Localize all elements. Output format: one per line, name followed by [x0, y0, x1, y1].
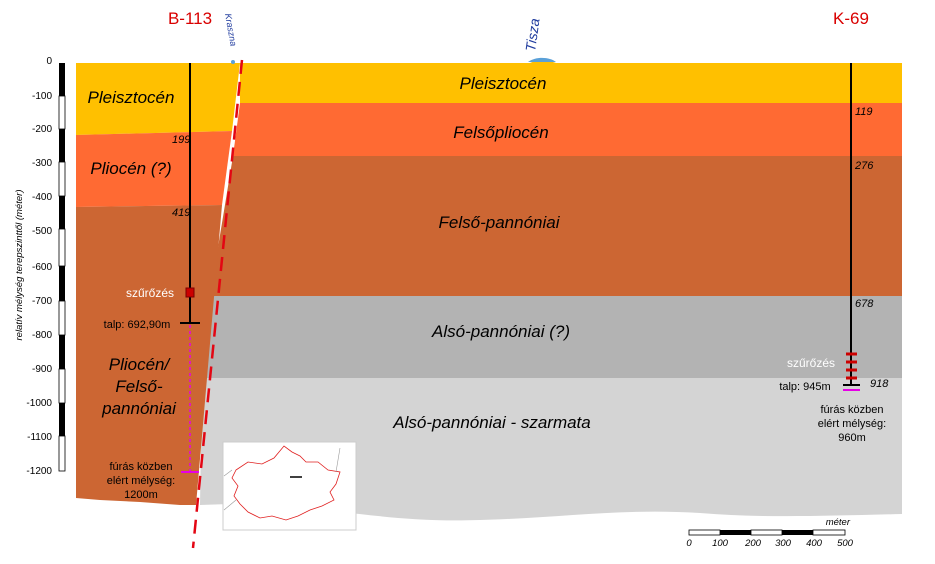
scale-bar: [688, 529, 846, 536]
y-axis-ticks: 0 -100 -200 -300 -400 -500 -600 -700 -80…: [26, 56, 52, 477]
borehole-right-reached-1: fúrás közben: [821, 404, 884, 416]
y-tick: -600: [32, 262, 52, 273]
y-tick: -1100: [27, 432, 52, 443]
borehole-left-bottom-label: talp: 692,90m: [104, 319, 171, 331]
depth-label: 419: [172, 207, 190, 219]
layer-left-pleisztocen: [76, 63, 240, 135]
inset-map-border: [223, 447, 341, 511]
y-tick: -300: [32, 158, 52, 169]
depth-label: 199: [172, 134, 190, 146]
borehole-right-reached-2: elért mélység:: [818, 418, 886, 430]
borehole-right-screen-label: szűrőzés: [787, 356, 835, 370]
scale-bar-ticks: 0 100 200 300 400 500: [686, 538, 853, 549]
layer-left-pliocen: [76, 131, 232, 207]
layer-label-also-pannoniai-szarmata: Alsó-pannóniai - szarmata: [392, 413, 590, 432]
layer-also-pannoniai-szarmata: [200, 378, 902, 521]
scale-bar-unit: méter: [826, 517, 851, 528]
y-tick: -700: [32, 296, 52, 307]
y-tick: -100: [32, 91, 52, 102]
inset-map-outline: [231, 445, 341, 521]
layer-label-felsopliocen: Felsőpliocén: [453, 123, 548, 142]
left-label-pleisztocen: Pleisztocén: [88, 88, 175, 107]
river-label-kraszna: Kraszna: [223, 13, 239, 47]
borehole-left-screen-label: szűrőzés: [126, 286, 174, 300]
layer-felso-pannoniai: [210, 156, 902, 296]
tisza-river-icon: [528, 57, 556, 62]
y-tick: -1200: [26, 466, 52, 477]
depth-label: 678: [855, 298, 874, 310]
borehole-left-name: B-113: [168, 9, 212, 28]
borehole-right-screen: [846, 352, 857, 380]
layer-also-pannoniai: [202, 296, 902, 378]
layer-label-felso-pannoniai: Felső-pannóniai: [439, 213, 561, 232]
layer-label-pleisztocen: Pleisztocén: [460, 74, 547, 93]
y-tick: -900: [32, 364, 52, 375]
depth-label: 918: [870, 378, 889, 390]
scale-tick: 200: [744, 538, 762, 549]
scale-tick: 100: [712, 538, 729, 549]
scale-tick: 500: [837, 538, 854, 549]
inset-location-map: [222, 441, 357, 531]
borehole-left-reached-3: 1200m: [124, 489, 158, 501]
kraszna-river-icon: [231, 60, 235, 64]
layer-felsopliocen: [233, 103, 902, 156]
y-tick: 0: [46, 56, 52, 67]
layer-left-pliocen-felso: [76, 205, 222, 505]
y-tick: -800: [32, 330, 52, 341]
borehole-left-reached-1: fúrás közben: [110, 461, 173, 473]
river-label-tisza: Tisza: [522, 17, 543, 52]
borehole-left-screen: [185, 287, 195, 298]
scale-tick: 300: [775, 538, 792, 549]
layer-label-also-pannoniai: Alsó-pannóniai (?): [431, 322, 570, 341]
layer-pleisztocen: [240, 60, 902, 103]
y-tick: -1000: [26, 398, 52, 409]
borehole-right-bottom-label: talp: 945m: [779, 381, 830, 393]
borehole-left-reached-2: elért mélység:: [107, 475, 175, 487]
y-axis-label: relatív mélység terepszinttől (méter): [14, 190, 25, 341]
y-tick: -500: [32, 226, 52, 237]
left-label-pliocen-felso-2: Felső-: [115, 377, 163, 396]
scale-tick: 400: [806, 538, 823, 549]
depth-label: 276: [854, 160, 874, 172]
left-label-pliocen-felso-3: pannóniai: [101, 399, 177, 418]
depth-label: 119: [855, 106, 873, 118]
scale-tick: 0: [686, 538, 692, 549]
borehole-right-name: K-69: [833, 9, 869, 28]
y-axis-bar: [58, 63, 66, 472]
y-tick: -400: [32, 192, 52, 203]
left-label-pliocen-felso-1: Pliocén/: [109, 355, 172, 374]
left-label-pliocen: Pliocén (?): [90, 159, 171, 178]
y-tick: -200: [32, 124, 52, 135]
borehole-right-reached-3: 960m: [838, 432, 866, 444]
fault-line: [191, 59, 244, 549]
